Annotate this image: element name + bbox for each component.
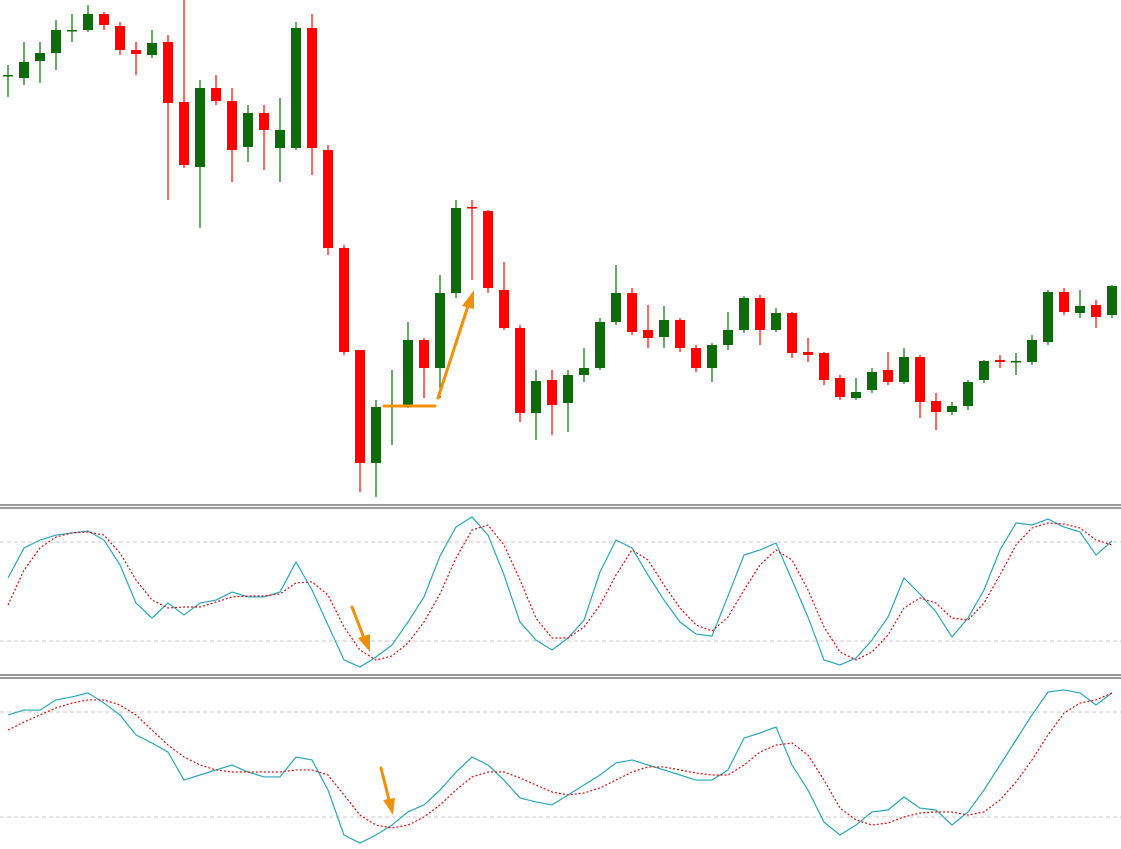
arrow-head xyxy=(462,290,474,309)
candle-body xyxy=(307,28,317,148)
oscillator-line xyxy=(7,522,1113,661)
candle-body xyxy=(835,378,845,397)
candle-body xyxy=(1075,306,1085,313)
candle-body xyxy=(195,88,205,167)
annotation-arrow xyxy=(436,304,470,400)
candle-body xyxy=(243,113,253,147)
candle-body xyxy=(787,313,797,353)
candle-body xyxy=(211,88,221,101)
candle-body xyxy=(323,150,333,248)
candle-body xyxy=(1107,286,1117,315)
candle-body xyxy=(931,401,941,412)
candle-body xyxy=(915,357,925,402)
candle-body xyxy=(723,330,733,345)
candle-body xyxy=(1059,292,1069,312)
annotation-arrow xyxy=(379,766,391,802)
candle-body xyxy=(1043,292,1053,342)
candle-body xyxy=(899,357,909,382)
candle-body xyxy=(515,328,525,413)
candle-body xyxy=(67,30,77,32)
candle-body xyxy=(51,30,61,53)
candle-body xyxy=(867,372,877,390)
candle-body xyxy=(1091,305,1101,317)
candle-body xyxy=(755,298,765,330)
candle-body xyxy=(483,211,493,288)
candle-body xyxy=(675,320,685,348)
candle-body xyxy=(563,375,573,403)
candle-body xyxy=(131,50,141,54)
candle-body xyxy=(99,14,109,25)
candle-body xyxy=(403,340,413,405)
candle-body xyxy=(35,53,45,61)
candle-body xyxy=(819,353,829,380)
candle-body xyxy=(1027,340,1037,362)
candle-body xyxy=(627,293,637,332)
candle-body xyxy=(595,322,605,368)
candle-body xyxy=(659,320,669,337)
candle-body xyxy=(163,42,173,103)
candle-body xyxy=(83,14,93,30)
candle-body xyxy=(115,26,125,50)
candle-body xyxy=(531,381,541,413)
candle-body xyxy=(355,350,365,463)
candle-body xyxy=(851,392,861,398)
candle-body xyxy=(147,43,157,55)
candle-body xyxy=(803,352,813,355)
annotations xyxy=(350,290,474,815)
candle-body xyxy=(611,293,621,322)
candle-body xyxy=(739,298,749,330)
candle-body xyxy=(691,348,701,368)
candle-body xyxy=(883,370,893,382)
candle-body xyxy=(1011,361,1021,363)
pane-separators xyxy=(0,504,1121,679)
candle-body xyxy=(707,345,717,368)
oscillator-line xyxy=(7,692,1113,829)
candle-body xyxy=(771,313,781,330)
candle-body xyxy=(371,407,381,463)
candle-body xyxy=(467,207,477,209)
candle-body xyxy=(227,101,237,150)
candle-body xyxy=(275,130,285,148)
annotation-arrow xyxy=(350,605,366,640)
candle-body xyxy=(451,208,461,293)
oscillator-line xyxy=(7,516,1113,668)
candle-body xyxy=(435,293,445,368)
candle-body xyxy=(643,330,653,338)
candle-body xyxy=(259,113,269,130)
candle-body xyxy=(19,62,29,78)
candle-body xyxy=(179,102,189,165)
candle-body xyxy=(3,75,13,77)
candle-body xyxy=(979,361,989,380)
candle-body xyxy=(963,382,973,406)
candle-body xyxy=(947,406,957,412)
arrow-head xyxy=(383,798,395,815)
candle-body xyxy=(499,290,509,328)
candle-body xyxy=(547,380,557,405)
candle-body xyxy=(339,248,349,352)
candle-body xyxy=(419,340,429,368)
candle-body xyxy=(579,368,589,375)
arrow-head xyxy=(358,634,370,652)
oscillator-line xyxy=(7,689,1113,844)
candle-body xyxy=(995,360,1005,362)
candle-body xyxy=(291,28,301,148)
